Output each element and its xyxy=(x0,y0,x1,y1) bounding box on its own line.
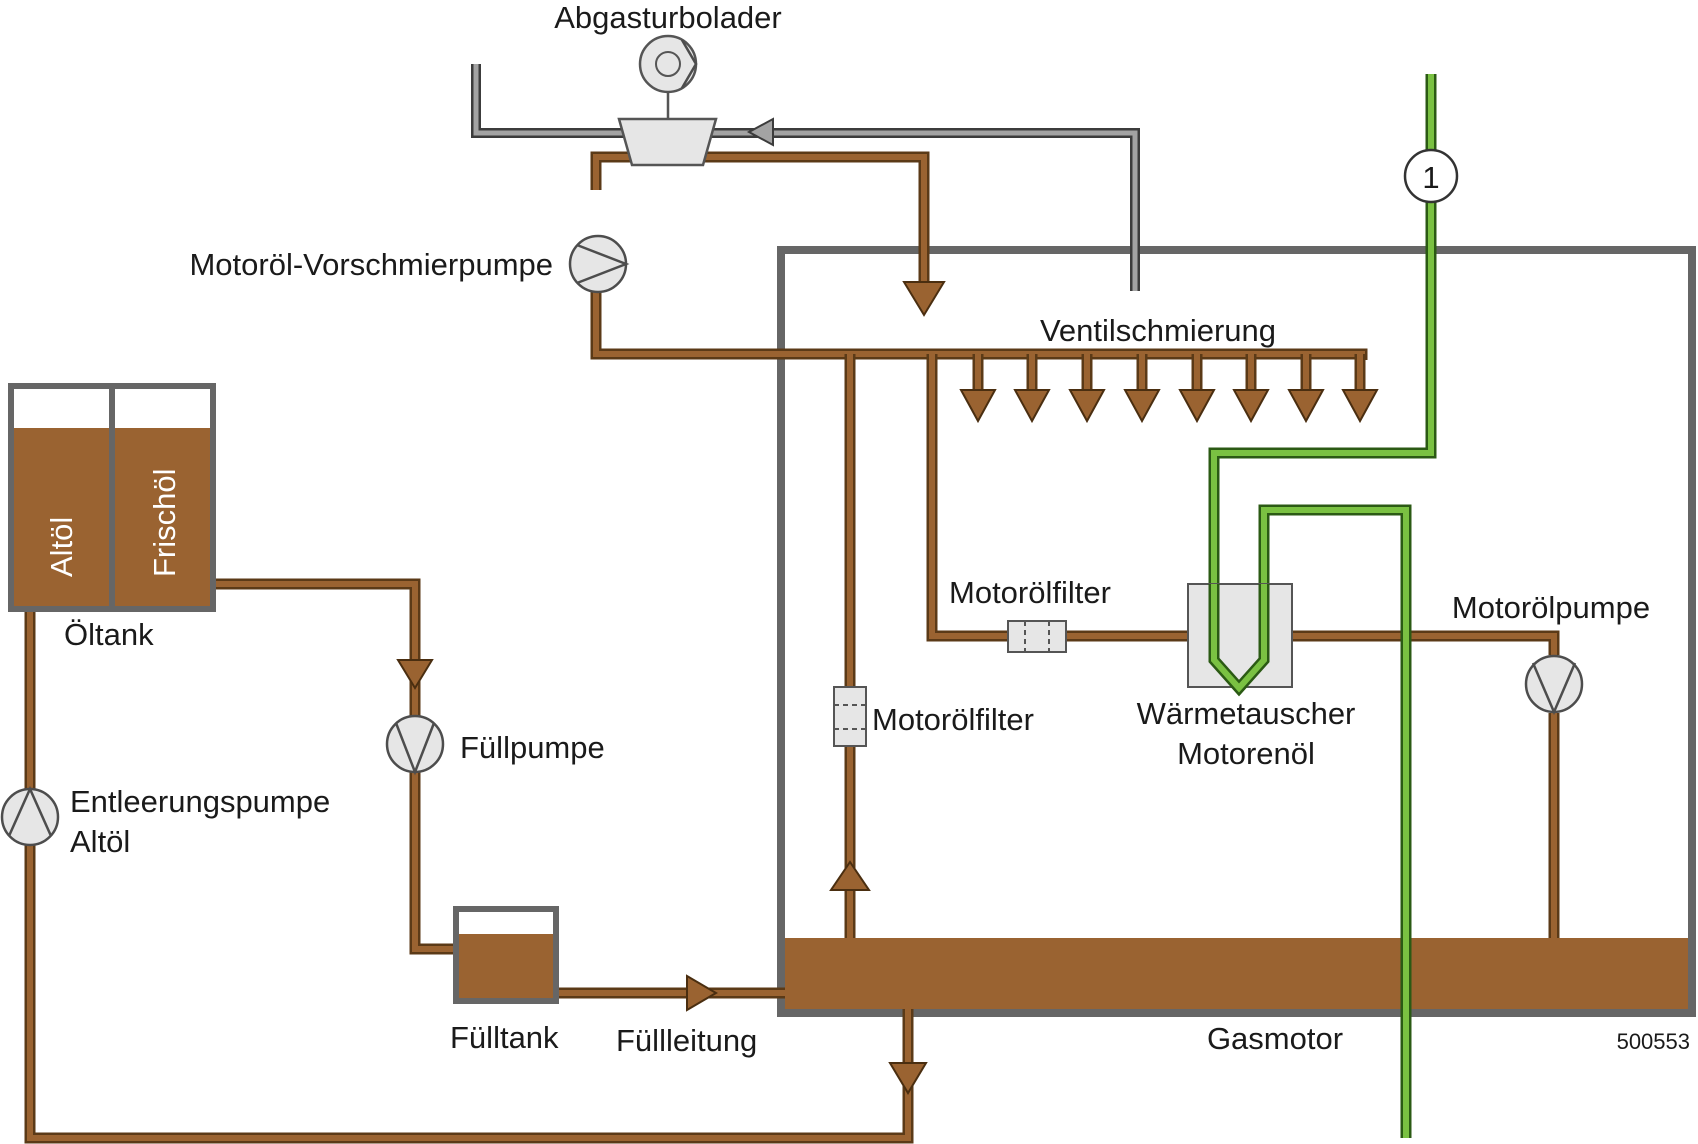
flow-arrow-icon xyxy=(902,281,946,317)
fill-pump-label: Füllpumpe xyxy=(460,730,605,765)
flow-arrow-icon xyxy=(959,389,997,424)
prelube-pump-label: Motoröl-Vorschmierpumpe xyxy=(189,247,553,282)
drain-pump-label-2: Altöl xyxy=(70,824,130,859)
prelube-pump-icon xyxy=(568,234,630,294)
flow-arrow-icon xyxy=(829,860,871,891)
flow-arrow-icon xyxy=(1013,389,1051,424)
flow-arrow-icon xyxy=(1068,389,1106,424)
oil-sump xyxy=(785,938,1688,1009)
oil-tank-label: Öltank xyxy=(64,617,154,652)
exhaust-line xyxy=(471,64,1140,291)
oil-arrows xyxy=(396,281,1379,1095)
flow-arrow-icon xyxy=(1123,389,1161,424)
fresh-oil-label: Frischöl xyxy=(147,468,182,577)
exhaust-arrow-icon xyxy=(746,117,774,147)
marker-1-label: 1 xyxy=(1422,160,1439,195)
drain-pump-icon xyxy=(0,785,60,847)
flow-arrow-icon xyxy=(686,974,718,1012)
engine-oil-pump-label: Motorölpumpe xyxy=(1452,590,1650,625)
oil-tank: Altöl Frischöl xyxy=(8,383,216,612)
fill-tank-label: Fülltank xyxy=(450,1020,559,1055)
turbo-label: Abgasturbolader xyxy=(554,0,782,35)
turbocharger-icon xyxy=(617,34,718,167)
fill-line-label: Füllleitung xyxy=(616,1023,757,1058)
fill-pump-icon xyxy=(385,714,445,776)
marker-1: 1 xyxy=(1403,148,1459,204)
filter-vertical-label: Motorölfilter xyxy=(872,702,1034,737)
filter-icon xyxy=(1007,620,1067,653)
heat-exchanger-label-2: Motorenöl xyxy=(1177,736,1315,771)
heat-exchanger-icon xyxy=(1187,583,1293,697)
filter-icon xyxy=(833,686,867,747)
flow-arrow-icon xyxy=(1178,389,1216,424)
engine-frame xyxy=(777,246,1696,1017)
flow-arrow-icon xyxy=(888,1062,928,1095)
flow-arrow-icon xyxy=(1287,389,1325,424)
heat-exchanger-label-1: Wärmetauscher xyxy=(1137,696,1356,731)
valve-lube-label: Ventilschmierung xyxy=(1040,313,1276,348)
gas-engine-label: Gasmotor xyxy=(1207,1021,1343,1056)
flow-arrow-icon xyxy=(1232,389,1270,424)
flow-arrow-icon xyxy=(1341,389,1379,424)
engine-oil-pump-icon xyxy=(1524,654,1584,716)
drain-pump-label-1: Entleerungspumpe xyxy=(70,784,330,819)
filter-upper-label: Motorölfilter xyxy=(949,575,1111,610)
fill-tank xyxy=(453,906,559,1004)
old-oil-label: Altöl xyxy=(44,517,79,577)
figure-number: 500553 xyxy=(1617,1029,1690,1054)
flow-arrow-icon xyxy=(396,659,434,690)
